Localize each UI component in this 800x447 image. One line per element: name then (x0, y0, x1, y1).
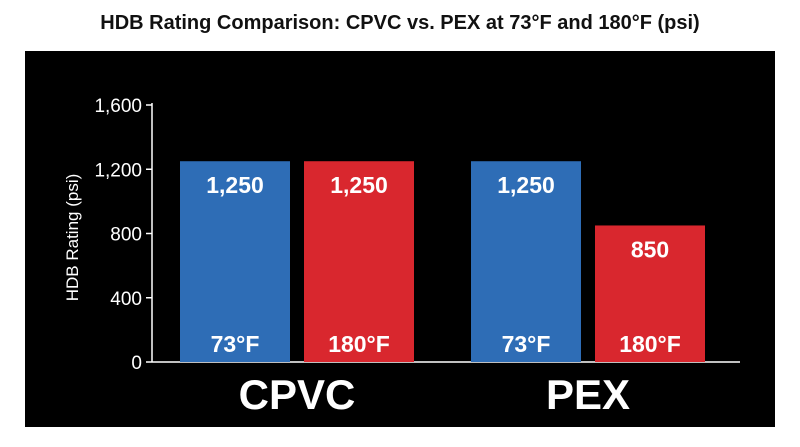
y-axis-label: HDB Rating (psi) (63, 174, 82, 302)
chart-title: HDB Rating Comparison: CPVC vs. PEX at 7… (100, 12, 700, 34)
y-tick-label: 1,200 (94, 160, 142, 181)
bar (471, 161, 581, 362)
y-tick-label: 800 (110, 225, 142, 246)
data-label: 1,250 (330, 172, 388, 198)
bar (304, 161, 414, 362)
series-label: 180°F (619, 331, 681, 357)
data-label: 850 (631, 236, 669, 262)
bar (595, 225, 705, 362)
series-label: 73°F (502, 331, 551, 357)
data-label: 1,250 (497, 172, 555, 198)
series-label: 180°F (328, 331, 390, 357)
y-tick-label: 1,600 (94, 96, 142, 117)
y-tick-label: 400 (110, 289, 142, 310)
bar (180, 161, 290, 362)
data-label: 1,250 (206, 172, 264, 198)
category-label: PEX (546, 371, 630, 418)
y-tick-label: 0 (131, 353, 142, 374)
category-label: CPVC (239, 371, 356, 418)
series-label: 73°F (211, 331, 260, 357)
